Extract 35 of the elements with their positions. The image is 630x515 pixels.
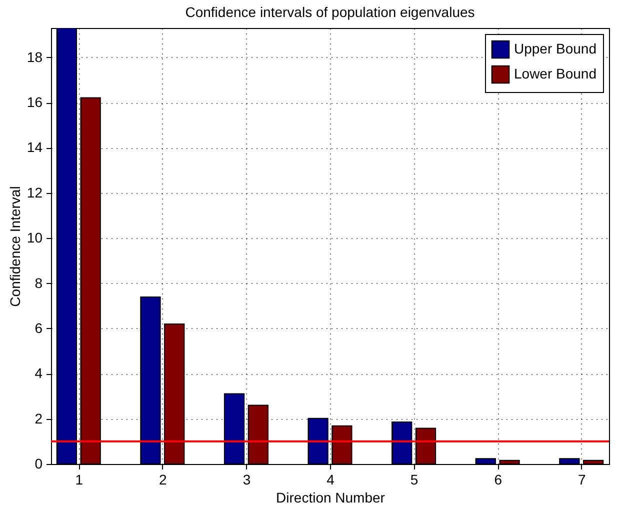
y-tick-label: 4 [34, 365, 43, 382]
bar [308, 418, 328, 464]
bar [475, 458, 496, 464]
x-tick-label: 3 [242, 472, 251, 488]
y-tick-label: 18 [26, 48, 43, 65]
bar [583, 460, 604, 464]
y-tick-label: 2 [34, 410, 43, 426]
bar [392, 421, 412, 464]
x-tick-label: 2 [159, 472, 168, 488]
bar [332, 425, 352, 464]
legend-label: Upper Bound [514, 40, 597, 56]
y-tick-label: 10 [26, 230, 43, 246]
bar [164, 323, 185, 464]
bar [559, 458, 580, 464]
x-axis-title: Direction Number [276, 490, 386, 506]
x-tick-label: 1 [75, 472, 84, 488]
y-tick-label: 14 [26, 139, 43, 156]
bar [248, 404, 268, 464]
bar [224, 393, 245, 464]
x-tick-label: 5 [410, 472, 418, 488]
x-tick-label: 6 [494, 472, 502, 488]
x-tick-label: 4 [326, 472, 335, 488]
y-tick-label: 16 [26, 94, 43, 110]
bar [499, 460, 520, 464]
y-tick-label: 8 [34, 274, 43, 291]
y-tick-label: 6 [34, 320, 43, 336]
y-axis-title: Confidence Interval [6, 186, 23, 307]
bar [80, 97, 101, 464]
bar [140, 296, 161, 464]
bar [415, 428, 436, 464]
y-tick-label: 12 [26, 184, 43, 200]
chart-title: Confidence intervals of population eigenvalues [185, 4, 475, 20]
x-tick-label: 7 [578, 472, 586, 488]
legend-label: Lower Bound [514, 66, 597, 82]
y-tick-label: 0 [34, 456, 43, 472]
